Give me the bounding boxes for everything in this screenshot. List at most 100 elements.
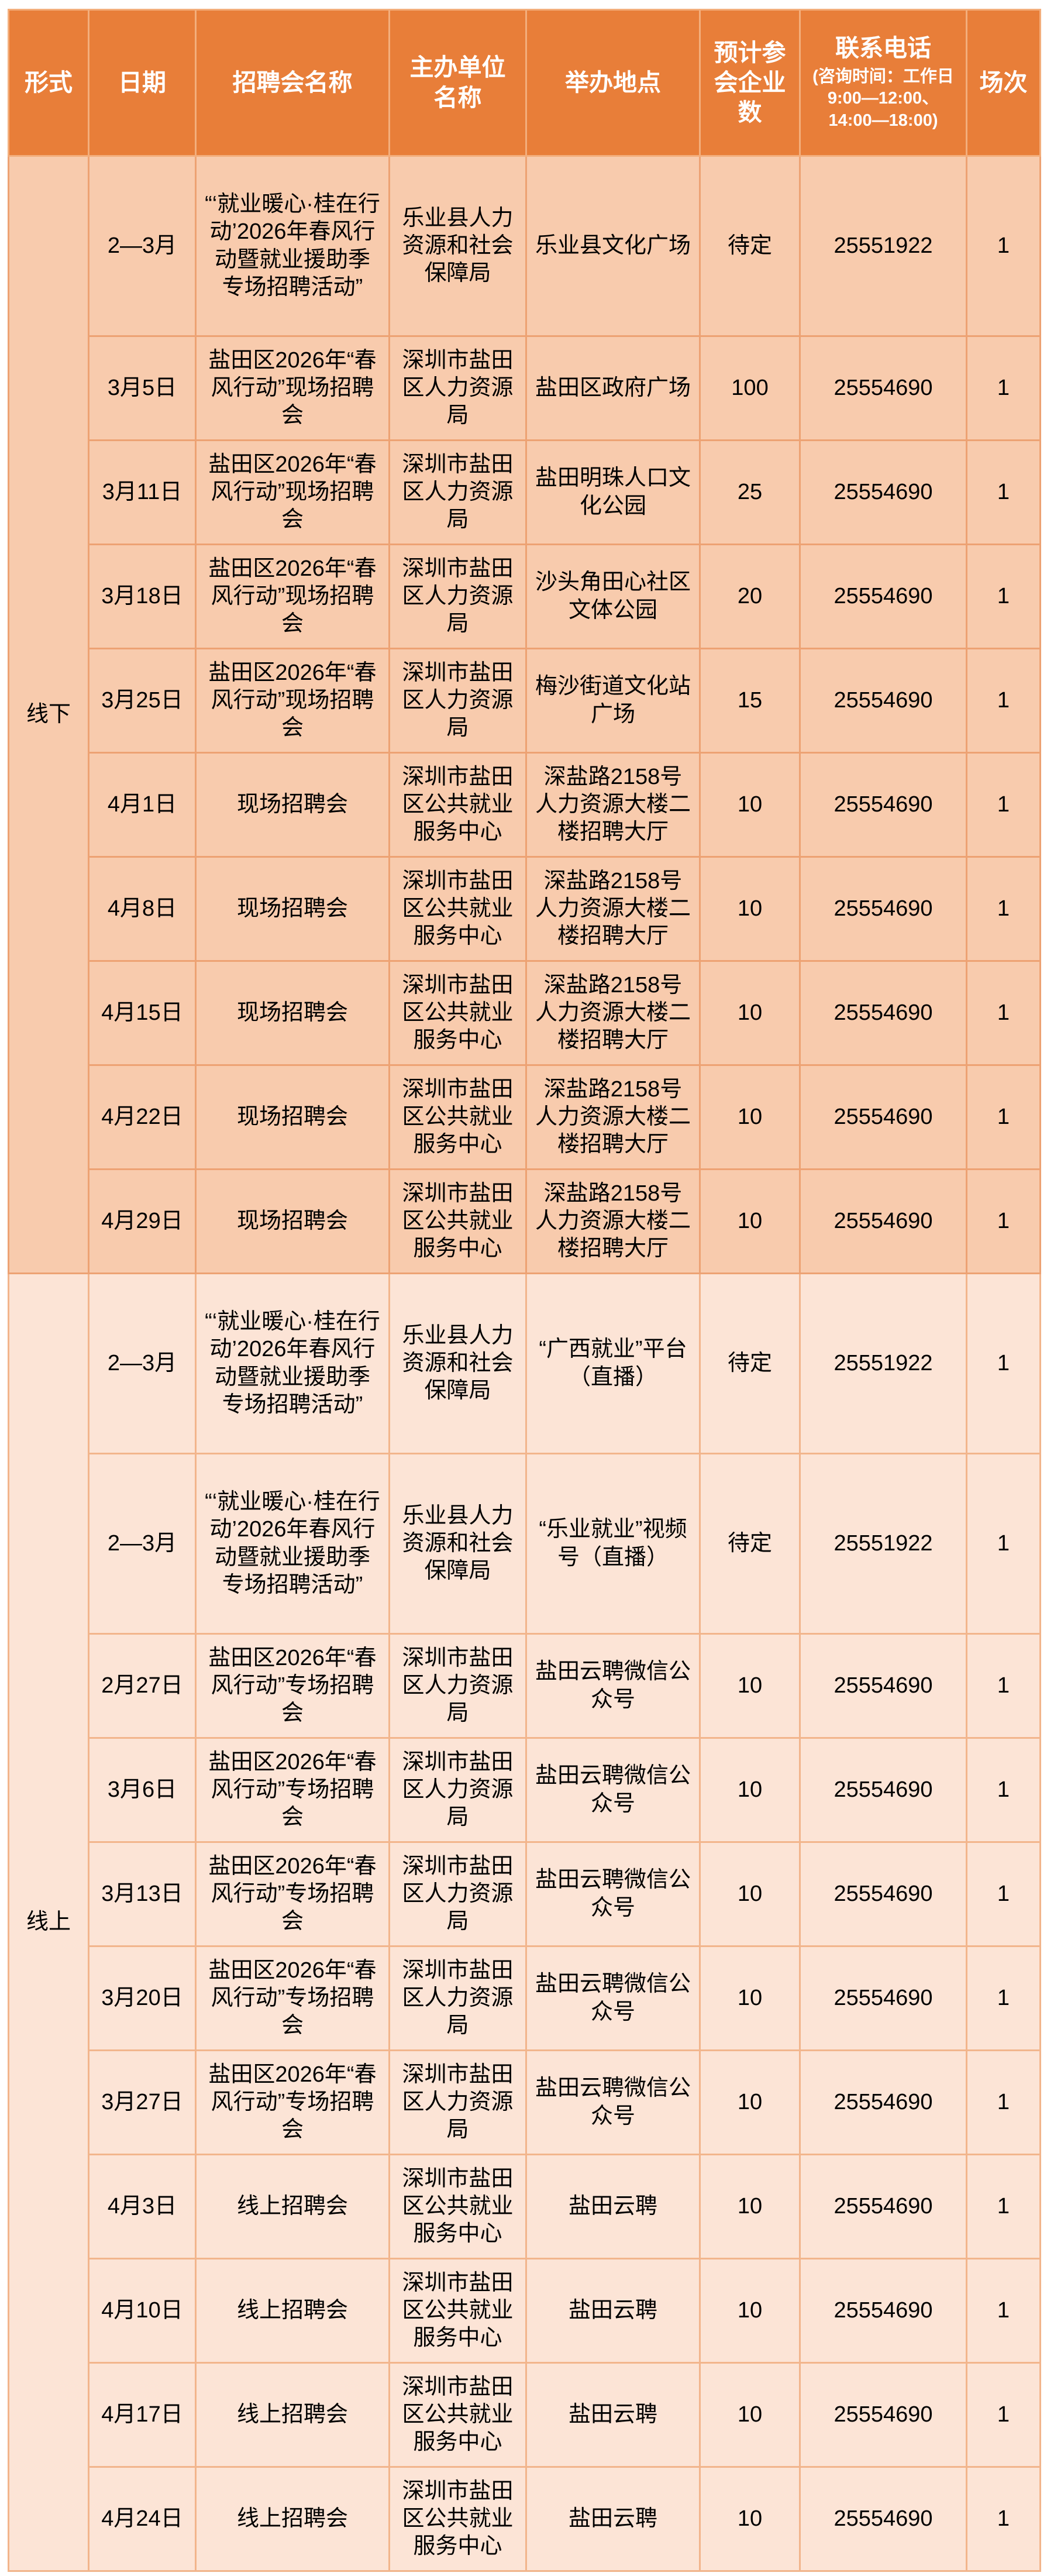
cell-phone: 25554690 bbox=[799, 752, 967, 858]
cell-organizer: 深圳市盐田区人力资源局 bbox=[388, 648, 527, 754]
table-row: 3月20日 盐田区2026年“春风行动”专场招聘会 深圳市盐田区人力资源局 盐田… bbox=[9, 1945, 1041, 2051]
cell-date: 2—3月 bbox=[88, 155, 197, 337]
cell-date: 3月13日 bbox=[88, 1841, 197, 1947]
cell-fair-name: “‘就业暖心·桂在行动’2026年春风行动暨就业援助季专场招聘活动” bbox=[195, 1453, 390, 1635]
cell-sessions: 1 bbox=[966, 1633, 1041, 1739]
table-row: 3月5日 盐田区2026年“春风行动”现场招聘会 深圳市盐田区人力资源局 盐田区… bbox=[9, 335, 1041, 441]
cell-fair-name: 现场招聘会 bbox=[195, 752, 390, 858]
table-row: 3月25日 盐田区2026年“春风行动”现场招聘会 深圳市盐田区人力资源局 梅沙… bbox=[9, 648, 1041, 754]
cell-organizer: 乐业县人力资源和社会保障局 bbox=[388, 1453, 527, 1635]
cell-fair-name: 盐田区2026年“春风行动”专场招聘会 bbox=[195, 1737, 390, 1843]
cell-companies: 25 bbox=[699, 439, 801, 545]
cell-organizer: 深圳市盐田区公共就业服务中心 bbox=[388, 856, 527, 962]
cell-venue: 深盐路2158号人力资源大楼二楼招聘大厅 bbox=[525, 960, 701, 1066]
cell-companies: 10 bbox=[699, 960, 801, 1066]
table-row: 2月27日 盐田区2026年“春风行动”专场招聘会 深圳市盐田区人力资源局 盐田… bbox=[9, 1633, 1041, 1739]
table-row: 4月17日 线上招聘会 深圳市盐田区公共就业服务中心 盐田云聘 10 25554… bbox=[9, 2362, 1041, 2468]
phone-header-label: 联系电话 bbox=[835, 35, 931, 62]
cell-organizer: 深圳市盐田区人力资源局 bbox=[388, 1633, 527, 1739]
table-row: 4月24日 线上招聘会 深圳市盐田区公共就业服务中心 盐田云聘 10 25554… bbox=[9, 2466, 1041, 2572]
cell-phone: 25554690 bbox=[799, 1841, 967, 1947]
cell-date: 4月22日 bbox=[88, 1064, 197, 1170]
cell-date: 4月8日 bbox=[88, 856, 197, 962]
cell-phone: 25551922 bbox=[799, 1453, 967, 1635]
cell-date: 2月27日 bbox=[88, 1633, 197, 1739]
cell-fair-name: “‘就业暖心·桂在行动’2026年春风行动暨就业援助季专场招聘活动” bbox=[195, 1272, 390, 1454]
cell-sessions: 1 bbox=[966, 1168, 1041, 1274]
cell-venue: 盐田区政府广场 bbox=[525, 335, 701, 441]
table-row: 4月15日 现场招聘会 深圳市盐田区公共就业服务中心 深盐路2158号人力资源大… bbox=[9, 960, 1041, 1066]
cell-fair-name: 盐田区2026年“春风行动”现场招聘会 bbox=[195, 648, 390, 754]
cell-date: 3月20日 bbox=[88, 1945, 197, 2051]
cell-sessions: 1 bbox=[966, 1945, 1041, 2051]
table-row: 3月18日 盐田区2026年“春风行动”现场招聘会 深圳市盐田区人力资源局 沙头… bbox=[9, 544, 1041, 649]
cell-companies: 10 bbox=[699, 1168, 801, 1274]
recruitment-schedule-table: 形式 日期 招聘会名称 主办单位名称 举办地点 预计参会企业数 联系电话 (咨询… bbox=[8, 9, 1041, 2572]
cell-venue: 盐田云聘 bbox=[525, 2154, 701, 2259]
cell-sessions: 1 bbox=[966, 2466, 1041, 2572]
cell-companies: 20 bbox=[699, 544, 801, 649]
table-row: 4月29日 现场招聘会 深圳市盐田区公共就业服务中心 深盐路2158号人力资源大… bbox=[9, 1168, 1041, 1274]
cell-fair-name: 线上招聘会 bbox=[195, 2466, 390, 2572]
cell-organizer: 深圳市盐田区公共就业服务中心 bbox=[388, 1064, 527, 1170]
cell-organizer: 深圳市盐田区人力资源局 bbox=[388, 335, 527, 441]
cell-organizer: 深圳市盐田区公共就业服务中心 bbox=[388, 960, 527, 1066]
header-row: 形式 日期 招聘会名称 主办单位名称 举办地点 预计参会企业数 联系电话 (咨询… bbox=[8, 9, 1041, 157]
cell-organizer: 乐业县人力资源和社会保障局 bbox=[388, 1272, 527, 1454]
cell-fair-name: 线上招聘会 bbox=[195, 2154, 390, 2259]
cell-date: 3月27日 bbox=[88, 2049, 197, 2155]
cell-sessions: 1 bbox=[966, 752, 1041, 858]
table-row: 4月10日 线上招聘会 深圳市盐田区公共就业服务中心 盐田云聘 10 25554… bbox=[9, 2258, 1041, 2364]
cell-fair-name: 线上招聘会 bbox=[195, 2258, 390, 2364]
cell-date: 2—3月 bbox=[88, 1453, 197, 1635]
cell-phone: 25554690 bbox=[799, 856, 967, 962]
cell-companies: 待定 bbox=[699, 1272, 801, 1454]
cell-venue: 盐田云聘 bbox=[525, 2258, 701, 2364]
cell-companies: 10 bbox=[699, 1633, 801, 1739]
table-row: 2—3月 “‘就业暖心·桂在行动’2026年春风行动暨就业援助季专场招聘活动” … bbox=[9, 1453, 1041, 1635]
cell-companies: 待定 bbox=[699, 1453, 801, 1635]
cell-venue: 深盐路2158号人力资源大楼二楼招聘大厅 bbox=[525, 752, 701, 858]
cell-date: 4月1日 bbox=[88, 752, 197, 858]
cell-phone: 25554690 bbox=[799, 439, 967, 545]
cell-fair-name: 现场招聘会 bbox=[195, 856, 390, 962]
cell-organizer: 深圳市盐田区人力资源局 bbox=[388, 1841, 527, 1947]
cell-date: 3月18日 bbox=[88, 544, 197, 649]
cell-venue: “乐业就业”视频号（直播） bbox=[525, 1453, 701, 1635]
cell-fair-name: 盐田区2026年“春风行动”现场招聘会 bbox=[195, 544, 390, 649]
cell-phone: 25551922 bbox=[799, 1272, 967, 1454]
cell-phone: 25554690 bbox=[799, 2154, 967, 2259]
cell-date: 4月24日 bbox=[88, 2466, 197, 2572]
cell-phone: 25554690 bbox=[799, 2362, 967, 2468]
cell-companies: 待定 bbox=[699, 155, 801, 337]
cell-date: 3月25日 bbox=[88, 648, 197, 754]
cell-phone: 25554690 bbox=[799, 2258, 967, 2364]
cell-fair-name: 现场招聘会 bbox=[195, 1064, 390, 1170]
cell-companies: 10 bbox=[699, 1841, 801, 1947]
cell-date: 4月3日 bbox=[88, 2154, 197, 2259]
cell-organizer: 深圳市盐田区人力资源局 bbox=[388, 1737, 527, 1843]
col-header-fair-name: 招聘会名称 bbox=[195, 9, 390, 157]
cell-sessions: 1 bbox=[966, 155, 1041, 337]
cell-companies: 10 bbox=[699, 2154, 801, 2259]
col-header-companies: 预计参会企业数 bbox=[699, 9, 801, 157]
cell-venue: 盐田云聘微信公众号 bbox=[525, 1633, 701, 1739]
cell-companies: 10 bbox=[699, 2049, 801, 2155]
cell-phone: 25554690 bbox=[799, 2466, 967, 2572]
cell-venue: 盐田云聘 bbox=[525, 2466, 701, 2572]
cell-date: 3月6日 bbox=[88, 1737, 197, 1843]
cell-organizer: 深圳市盐田区人力资源局 bbox=[388, 544, 527, 649]
phone-header-note: (咨询时间：工作日9:00—12:00、14:00—18:00) bbox=[812, 67, 954, 130]
cell-companies: 10 bbox=[699, 1737, 801, 1843]
cell-venue: 深盐路2158号人力资源大楼二楼招聘大厅 bbox=[525, 856, 701, 962]
cell-organizer: 深圳市盐田区公共就业服务中心 bbox=[388, 752, 527, 858]
cell-companies: 10 bbox=[699, 1064, 801, 1170]
cell-venue: 盐田云聘微信公众号 bbox=[525, 1945, 701, 2051]
cell-companies: 10 bbox=[699, 1945, 801, 2051]
cell-form-offline: 线下 bbox=[8, 155, 89, 1274]
cell-sessions: 1 bbox=[966, 2362, 1041, 2468]
cell-sessions: 1 bbox=[966, 2154, 1041, 2259]
cell-fair-name: 盐田区2026年“春风行动”专场招聘会 bbox=[195, 1841, 390, 1947]
cell-date: 2—3月 bbox=[88, 1272, 197, 1454]
cell-venue: 盐田云聘微信公众号 bbox=[525, 1737, 701, 1843]
